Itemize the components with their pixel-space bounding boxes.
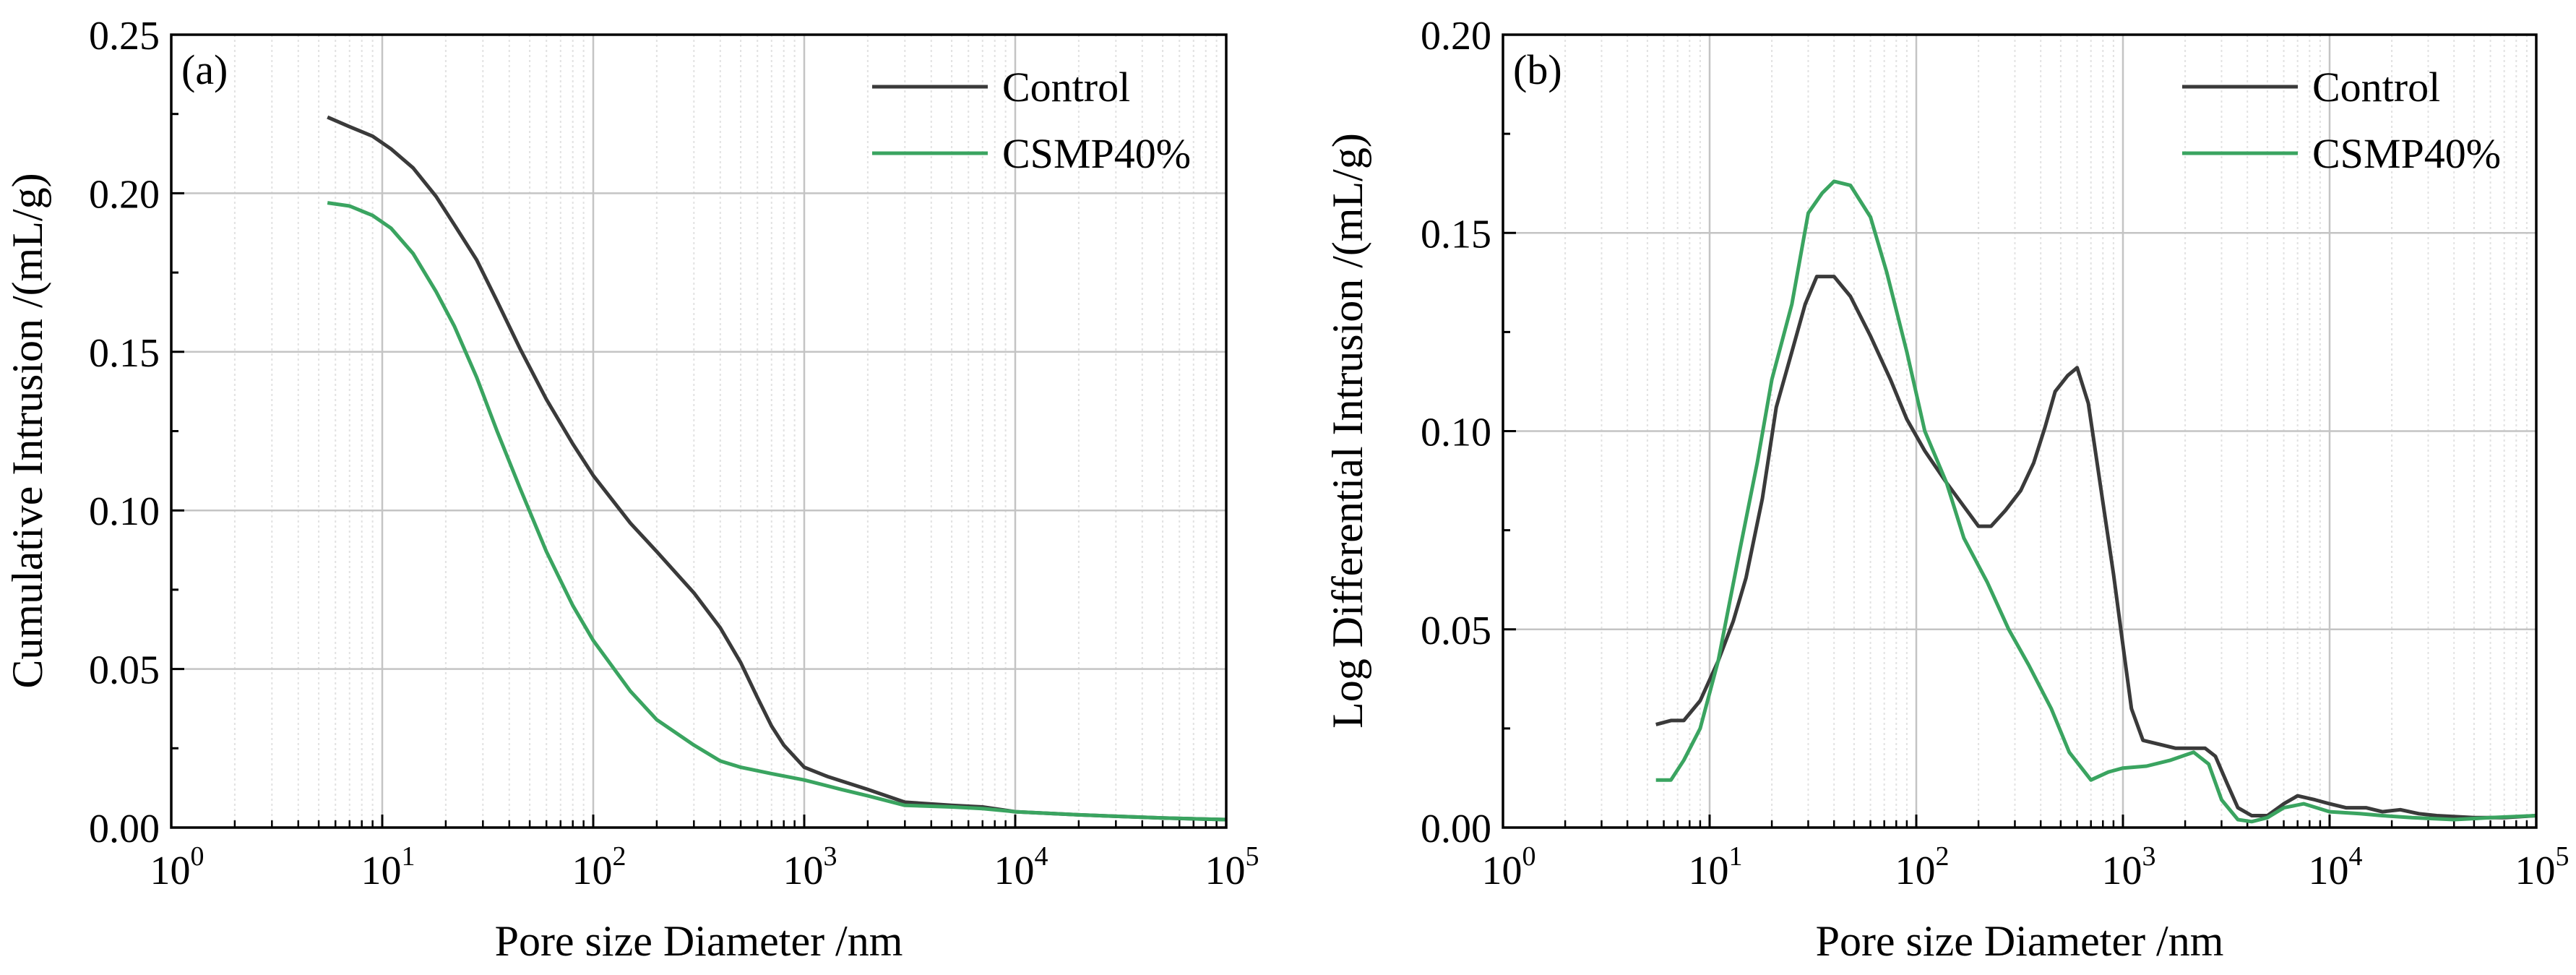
x-tick-label: 102 — [1895, 841, 1950, 893]
y-tick-label: 0.10 — [1421, 411, 1491, 455]
x-tick-label: 103 — [783, 841, 837, 893]
x-axis-title: Pore size Diameter /nm — [495, 917, 903, 965]
y-axis-title: Log Differential Intrusion /(mL/g) — [1324, 133, 1371, 729]
panel-label: (a) — [181, 46, 228, 93]
y-tick-label: 0.25 — [89, 14, 160, 59]
chart-panel-2: 0.00 0.05 0.10 0.15 0.20 100 101 102 103 104 105 Co… — [1324, 14, 2569, 965]
y-tick-label: 0.00 — [1421, 807, 1491, 851]
x-tick-label: 104 — [2309, 841, 2363, 893]
x-tick-label: 100 — [150, 841, 204, 893]
panel-label: (b) — [1513, 46, 1562, 93]
chart-panel-1: 0.00 0.05 0.10 0.15 0.20 0.25 100 101 102 103 104 1… — [4, 14, 1259, 965]
y-tick-label: 0.10 — [89, 489, 160, 534]
y-tick-label: 0.15 — [89, 331, 160, 376]
series-line-csmp40 — [1655, 179, 2537, 824]
y-tick-label: 0.05 — [1421, 609, 1491, 653]
x-tick-label: 101 — [1689, 841, 1743, 893]
y-tick-label: 0.05 — [89, 648, 160, 693]
y-tick-label: 0.20 — [1421, 14, 1491, 59]
x-tick-label: 101 — [361, 841, 415, 893]
x-tick-label: 104 — [994, 841, 1048, 893]
y-tick-label: 0.15 — [1421, 212, 1491, 257]
x-tick-label: 102 — [572, 841, 626, 893]
x-axis-title: Pore size Diameter /nm — [1816, 917, 2224, 965]
plot-frame — [1502, 33, 2538, 829]
series-line-control — [327, 115, 1227, 822]
series-line-csmp40 — [327, 201, 1227, 822]
legend-label: Control — [2312, 64, 2440, 111]
legend-label: CSMP40% — [1002, 130, 1191, 177]
y-tick-label: 0.20 — [89, 172, 160, 217]
y-tick-label: 0.00 — [89, 807, 160, 851]
x-tick-label: 105 — [2515, 841, 2569, 893]
x-tick-label: 103 — [2102, 841, 2156, 893]
y-axis-title: Cumulative Intrusion /(mL/g) — [4, 173, 51, 688]
series-line-control — [1655, 275, 2537, 820]
legend-label: CSMP40% — [2312, 130, 2501, 177]
plot-frame — [170, 33, 1228, 829]
x-tick-label: 105 — [1205, 841, 1259, 893]
x-tick-label: 100 — [1482, 841, 1536, 893]
legend-label: Control — [1002, 64, 1130, 111]
